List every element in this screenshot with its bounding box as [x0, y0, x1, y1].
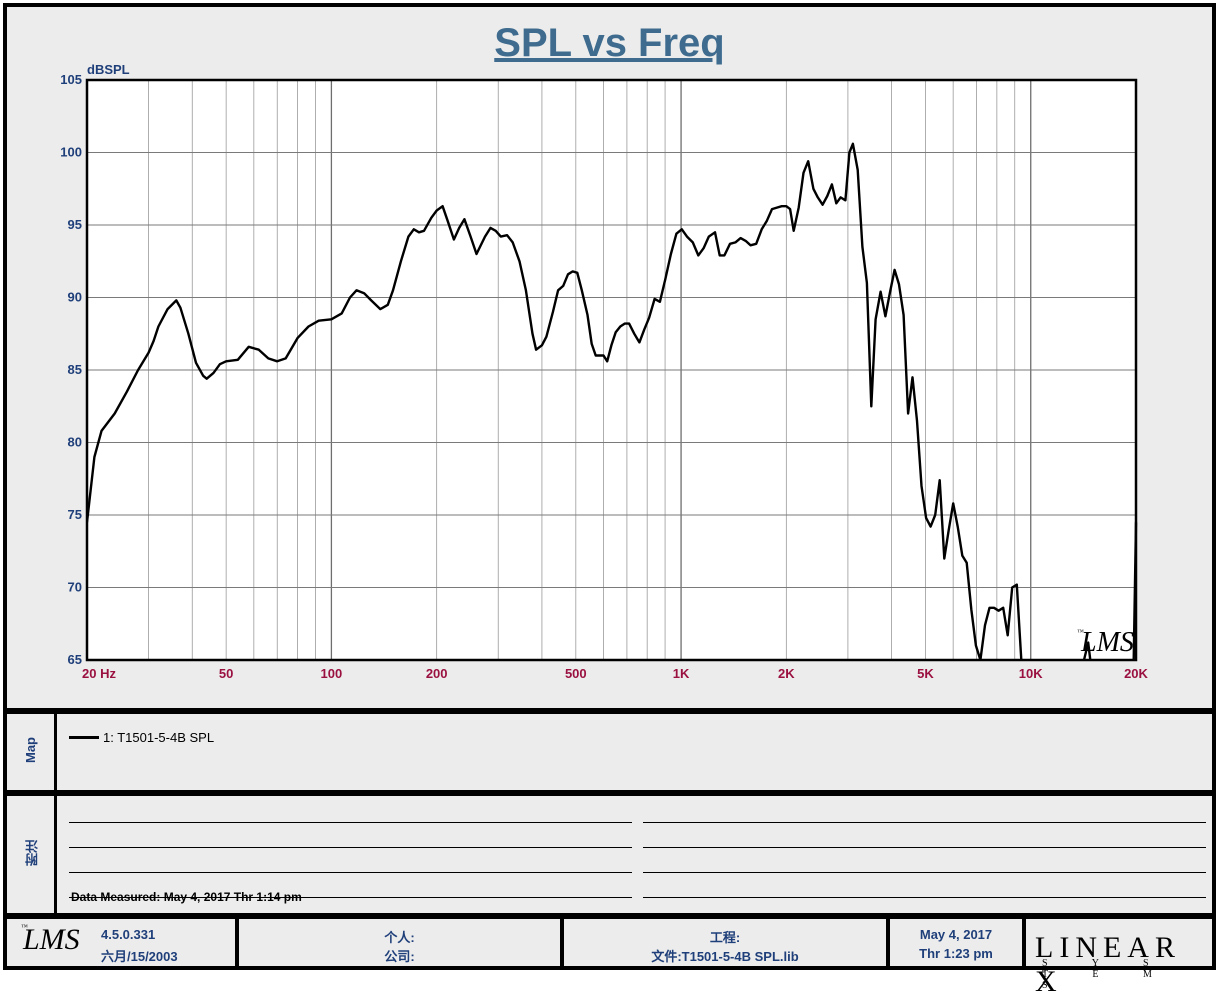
y-tick-label: 95	[68, 217, 82, 232]
y-tick-label: 90	[68, 290, 82, 305]
note-line	[643, 847, 1206, 848]
lms-logo-tm: ™	[21, 923, 28, 931]
file-label: 文件:T1501-5-4B SPL.lib	[651, 949, 799, 964]
column-divider	[54, 796, 57, 913]
note-line	[69, 847, 632, 848]
legend-entry: 1: T1501-5-4B SPL	[103, 730, 215, 745]
column-divider	[560, 919, 564, 970]
y-tick-label: 65	[68, 652, 82, 667]
x-tick-label: 500	[565, 666, 587, 681]
y-axis-label: dBSPL	[87, 62, 130, 77]
plot-border	[85, 78, 1138, 662]
note-line	[643, 822, 1206, 823]
y-tick-label: 70	[68, 580, 82, 595]
print-date: May 4, 2017	[919, 927, 993, 942]
x-tick-label: 20K	[1124, 666, 1148, 681]
x-tick-label: 50	[219, 666, 233, 681]
y-tick-label: 105	[60, 72, 82, 87]
spl-chart: 105 100 95 90 85 80 75 70 65 dBSPL 20 Hz 50 100 200 50…	[60, 62, 1148, 681]
linearx-systems: S Y S T E M S	[1042, 958, 1173, 991]
x-tick-label: 1K	[673, 666, 690, 681]
lms-watermark: LMS	[1081, 627, 1134, 658]
legend-swatch	[69, 736, 99, 739]
note-line	[643, 897, 1206, 898]
note-line	[643, 872, 1206, 873]
y-tick-label: 85	[68, 362, 82, 377]
column-divider	[235, 919, 239, 970]
version-date: 六月/15/2003	[101, 949, 178, 964]
company-label: 公司:	[384, 949, 415, 964]
person-label: 个人:	[384, 930, 415, 945]
note-line	[69, 822, 632, 823]
x-tick-label: 5K	[917, 666, 934, 681]
note-line	[69, 897, 632, 898]
data-measured: Data Measured: May 4, 2017 Thr 1:14 pm	[71, 890, 302, 904]
x-tick-label: 200	[426, 666, 448, 681]
y-tick-label: 100	[60, 145, 82, 160]
column-divider	[1022, 919, 1026, 970]
report-frame: SPL vs Freq 105 100 95 90 85 80 75 70 65 dBSPL 20 …	[3, 3, 1216, 998]
section-divider	[7, 913, 1212, 919]
x-tick-label: 100	[321, 666, 343, 681]
section-divider	[7, 790, 1212, 796]
y-tick-label: 75	[68, 507, 82, 522]
section-divider	[7, 708, 1212, 714]
notes-label: 附注	[25, 840, 40, 866]
linearx-logo: LINEAR X	[1035, 931, 1181, 998]
x-tick-label: 20 Hz	[82, 666, 116, 681]
x-tick-label: 10K	[1019, 666, 1043, 681]
spl-curve-tail	[1132, 522, 1138, 661]
spl-curve	[87, 142, 1023, 661]
print-time: Thr 1:23 pm	[919, 946, 993, 961]
lms-logo: LMS	[23, 923, 80, 956]
column-divider	[886, 919, 890, 970]
project-label: 工程:	[709, 930, 741, 945]
x-tick-label: 2K	[778, 666, 795, 681]
software-version: 4.5.0.331	[101, 927, 156, 942]
spl-curve-fragment	[1082, 641, 1092, 661]
note-line	[69, 872, 632, 873]
map-label: Map	[23, 737, 38, 763]
y-tick-label: 80	[68, 435, 82, 450]
chart-title: SPL vs Freq	[494, 21, 725, 65]
column-divider	[54, 714, 57, 790]
lms-watermark-tm: ™	[1077, 628, 1084, 636]
